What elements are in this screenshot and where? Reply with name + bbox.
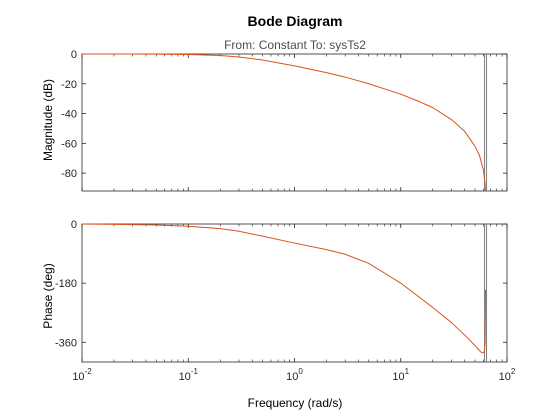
magnitude-y-tick-label: -60 [61, 138, 77, 150]
x-tick-label: 100 [286, 367, 303, 383]
magnitude-y-tick-label: -40 [61, 109, 77, 121]
chart-title: Bode Diagram [248, 13, 343, 29]
magnitude-y-tick-label: -20 [61, 79, 77, 91]
phase-y-tick-label: -360 [55, 337, 77, 349]
magnitude-y-axis-label: Magnitude (dB) [41, 79, 55, 161]
phase-y-tick-label: 0 [71, 219, 77, 231]
x-tick-label: 102 [499, 367, 516, 383]
x-tick-label: 10-2 [72, 367, 92, 383]
x-tick-label: 101 [392, 367, 409, 383]
magnitude-y-tick-label: 0 [71, 49, 77, 61]
magnitude-y-tick-label: -80 [61, 168, 77, 180]
magnitude-axes-box [81, 53, 508, 192]
x-tick-label: 10-1 [179, 367, 199, 383]
phase-y-axis-label: Phase (deg) [41, 263, 55, 328]
chart-subtitle: From: Constant To: sysTs2 [224, 38, 366, 52]
magnitude-series-line [82, 53, 487, 192]
phase-y-tick-label: -180 [55, 278, 77, 290]
phase-axes-box [81, 223, 508, 363]
phase-series-line [81, 223, 487, 354]
x-axis-label: Frequency (rad/s) [248, 396, 343, 410]
